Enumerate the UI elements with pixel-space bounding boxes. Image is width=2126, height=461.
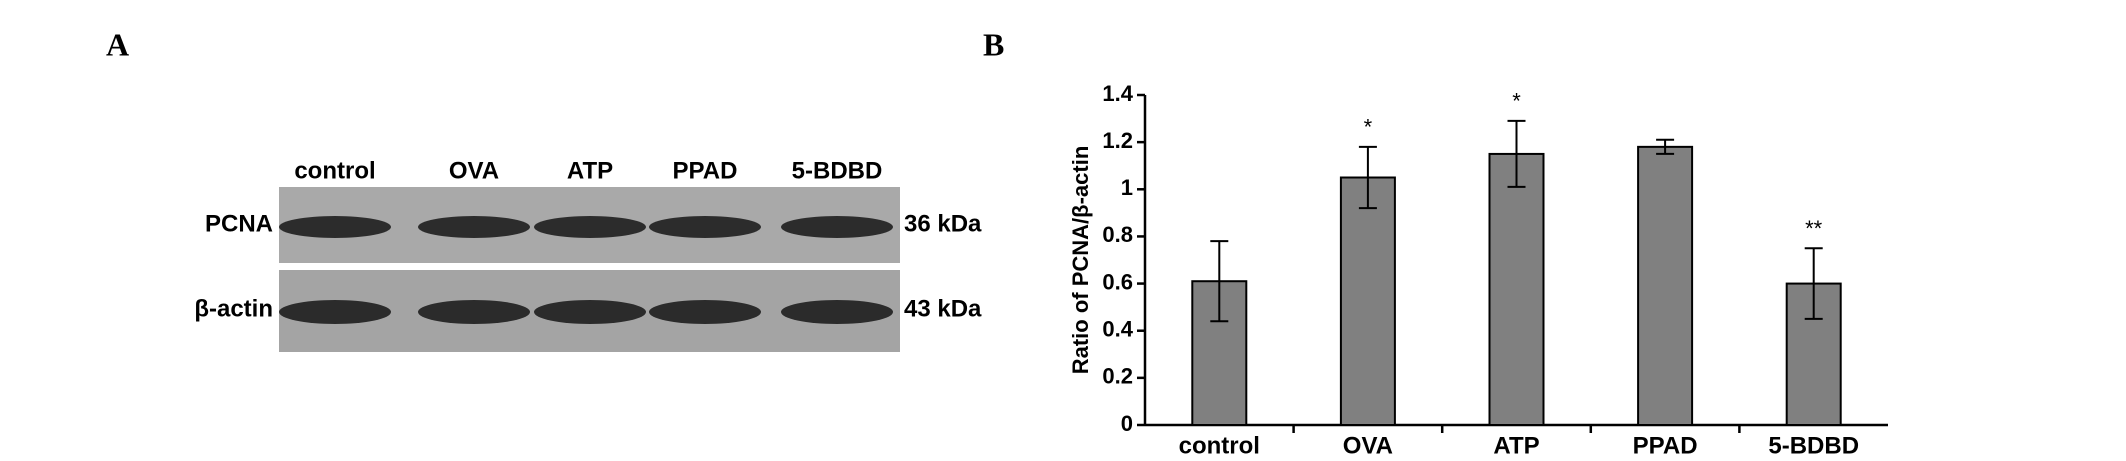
- error-bar: [1358, 145, 1377, 210]
- lane-label: ATP: [567, 157, 613, 184]
- significance: *: [1364, 115, 1373, 140]
- bar: [1637, 145, 1694, 426]
- band: [649, 216, 761, 238]
- panel-label: B: [983, 26, 1004, 62]
- error-bar: [1804, 247, 1823, 320]
- panel-label: A: [106, 26, 129, 62]
- error-bar: [1507, 119, 1526, 188]
- band: [418, 300, 530, 324]
- y-tick-label: 1.4: [1102, 81, 1133, 106]
- protein-label: PCNA: [205, 210, 273, 237]
- size-label: 43 kDa: [904, 295, 982, 322]
- bar: [1191, 280, 1248, 427]
- blot: [279, 187, 900, 352]
- band: [418, 216, 530, 238]
- significance: **: [1805, 216, 1823, 241]
- y-axis-label: Ratio of PCNA/β-actin: [1068, 146, 1093, 375]
- band: [781, 300, 893, 324]
- y-tick-label: 0.6: [1102, 269, 1133, 294]
- y-tick-label: 1.2: [1102, 128, 1133, 153]
- y-tick-label: 0.8: [1102, 222, 1133, 247]
- band: [534, 300, 646, 324]
- band: [534, 216, 646, 238]
- x-tick-label: 5-BDBD: [1768, 432, 1859, 459]
- y-tick-label: 0: [1121, 411, 1133, 436]
- x-tick-label: control: [1179, 432, 1260, 459]
- lane-label: PPAD: [673, 157, 738, 184]
- significance: *: [1512, 89, 1521, 114]
- lane-label: OVA: [449, 157, 499, 184]
- y-tick-label: 0.4: [1102, 317, 1133, 342]
- protein-label: β-actin: [194, 295, 273, 322]
- band: [649, 300, 761, 324]
- bar: [1488, 152, 1545, 427]
- band: [279, 216, 391, 238]
- y-tick-label: 1: [1121, 175, 1133, 200]
- band: [781, 216, 893, 238]
- band: [279, 300, 391, 324]
- y-tick-label: 0.2: [1102, 364, 1133, 389]
- lane-label: 5-BDBD: [792, 157, 883, 184]
- x-tick-label: PPAD: [1633, 432, 1698, 459]
- x-tick-label: OVA: [1343, 432, 1393, 459]
- error-bar: [1210, 240, 1229, 323]
- error-bar: [1656, 138, 1675, 155]
- lane-label: control: [294, 157, 375, 184]
- x-tick-label: ATP: [1493, 432, 1539, 459]
- bar: [1339, 176, 1396, 426]
- size-label: 36 kDa: [904, 210, 982, 237]
